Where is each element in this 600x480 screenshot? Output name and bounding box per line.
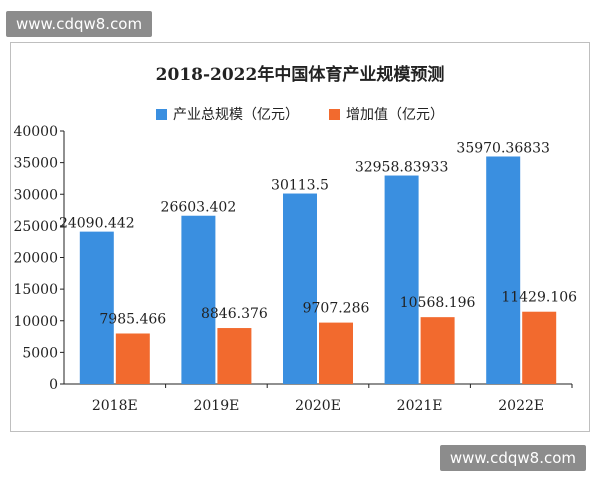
legend-item-added-value: 增加值（亿元） <box>329 104 444 124</box>
bar-total <box>79 231 114 384</box>
bar-total <box>283 193 317 384</box>
data-label-total: 30113.5 <box>271 178 329 194</box>
x-tick-label: 2022E <box>498 398 544 414</box>
bar-added-value <box>319 322 353 384</box>
chart-title: 2018-2022年中国体育产业规模预测 <box>155 65 445 85</box>
y-tick-label: 15000 <box>13 282 58 298</box>
watermark-badge-top: www.cdqw8.com <box>6 11 153 37</box>
legend-label-total: 产业总规模（亿元） <box>173 107 299 123</box>
y-tick-label: 30000 <box>13 187 58 203</box>
x-tick-label: 2020E <box>295 398 341 414</box>
y-tick-label: 20000 <box>13 251 58 267</box>
bar-added-value <box>522 311 557 384</box>
watermark-badge-bottom: www.cdqw8.com <box>439 445 586 471</box>
bar-total <box>384 175 419 384</box>
bar-total <box>181 215 216 384</box>
bar-added-value <box>115 333 150 384</box>
y-tick-label: 35000 <box>13 156 58 172</box>
x-tick-label: 2019E <box>193 398 239 414</box>
chart-legend: 产业总规模（亿元） 增加值（亿元） <box>0 104 600 124</box>
y-tick-label: 5000 <box>22 345 58 361</box>
data-label-added-value: 9707.286 <box>303 301 370 317</box>
x-tick-label: 2018E <box>92 398 138 414</box>
data-label-added-value: 8846.376 <box>201 306 268 322</box>
y-tick-label: 25000 <box>13 219 58 235</box>
data-label-added-value: 10568.196 <box>400 295 476 311</box>
data-label-added-value: 11429.106 <box>501 290 577 306</box>
legend-swatch-added-value <box>329 108 340 120</box>
y-tick-label: 10000 <box>13 314 58 330</box>
data-label-total: 32958.83933 <box>355 160 449 176</box>
y-tick-label: 40000 <box>13 124 58 140</box>
data-label-added-value: 7985.466 <box>99 311 166 327</box>
legend-label-added-value: 增加值（亿元） <box>346 107 444 123</box>
y-tick-label: 0 <box>49 377 58 393</box>
legend-swatch-total <box>156 108 167 120</box>
bar-added-value <box>217 328 252 384</box>
x-tick-label: 2021E <box>397 398 443 414</box>
bar-added-value <box>420 317 455 384</box>
bar-total <box>486 156 521 384</box>
legend-item-total: 产业总规模（亿元） <box>156 104 299 124</box>
data-label-total: 24090.442 <box>59 216 135 232</box>
data-label-total: 26603.402 <box>161 200 237 216</box>
data-label-total: 35970.36833 <box>456 140 550 156</box>
